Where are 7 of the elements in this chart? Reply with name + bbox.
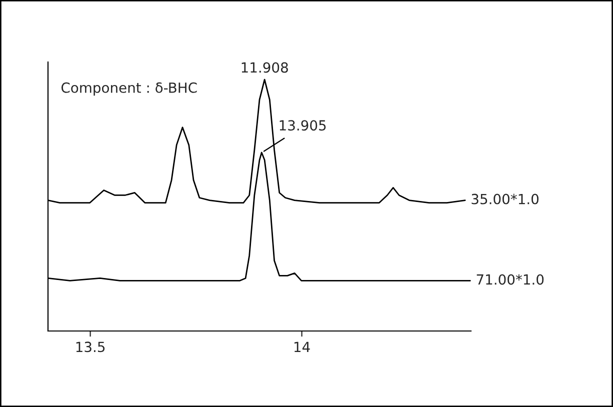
x-tick-label: 14 (294, 342, 310, 352)
series-label: 35.00*1.0 (472, 194, 539, 204)
annotation: 11.908 (242, 62, 288, 73)
x-tick-label: 13.5 (76, 342, 105, 352)
series-label: 71.00*1.0 (476, 274, 544, 285)
annotation: 13.905 (280, 120, 326, 131)
annotation: Component : δ-BHC (61, 82, 197, 96)
